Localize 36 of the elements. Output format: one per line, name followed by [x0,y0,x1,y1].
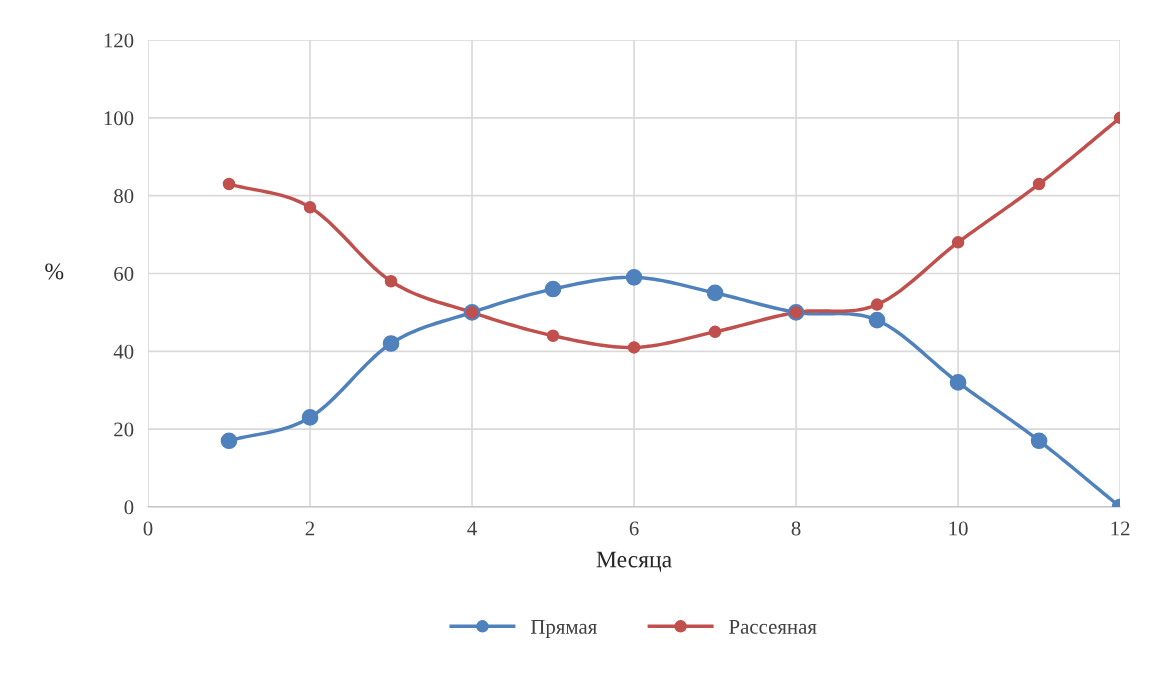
x-tick-label: 6 [629,521,639,536]
point [870,298,884,311]
point [384,275,398,288]
y-tick-label: 40 [113,344,134,359]
x-tick-label: 10 [949,521,968,536]
point [706,284,724,302]
point [951,236,965,249]
point [949,374,967,391]
x-axis-title: Месяца [596,551,672,572]
point [382,335,400,352]
legend-label: Рассеяная [729,620,817,634]
point [708,325,722,339]
y-tick-label: 20 [114,422,134,437]
x-tick-label: 12 [1111,521,1130,536]
point [1032,177,1046,191]
point [868,311,886,329]
x-tick-label: 4 [467,521,477,536]
point [303,201,317,214]
y-tick-label: 120 [104,33,134,48]
point [222,177,236,191]
point [625,269,643,286]
point [301,409,319,426]
y-tick-label: 60 [114,266,134,281]
point [220,432,238,450]
x-tick-label: 8 [791,521,801,536]
x-tick-label: 2 [305,521,315,536]
y-axis-title: % [45,263,64,280]
legend-label: Прямая [530,620,597,639]
point [627,341,641,354]
point [544,280,562,298]
point [1030,432,1048,450]
y-tick-label: 0 [124,500,134,515]
y-tick-label: 80 [114,189,134,204]
y-tick-label: 100 [104,111,134,126]
point [546,329,560,342]
x-tick-label: 0 [143,521,153,536]
